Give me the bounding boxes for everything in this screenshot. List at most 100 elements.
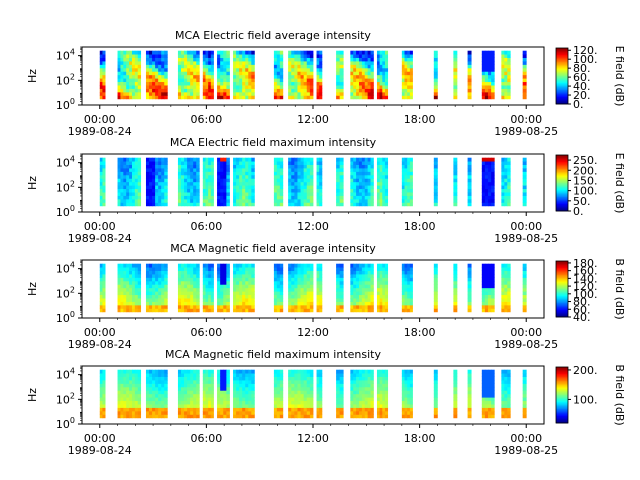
heatmap-cell [129, 407, 133, 412]
heatmap-cell [379, 404, 383, 408]
heatmap-cell [137, 171, 142, 176]
heatmap-cell [433, 277, 438, 282]
heatmap-cell [291, 54, 295, 58]
heatmap-cell [184, 390, 188, 395]
heatmap-cell [120, 181, 124, 186]
heatmap-cell [384, 95, 389, 100]
heatmap-cell [158, 397, 162, 402]
heatmap-cell [273, 74, 278, 79]
heatmap-cell [276, 390, 281, 395]
heatmap-cell [202, 373, 206, 377]
heatmap-cell [382, 270, 386, 275]
heatmap-cell [404, 410, 408, 415]
heatmap-cell [407, 280, 411, 285]
data-segment [401, 369, 413, 419]
heatmap-cell [248, 291, 252, 296]
heatmap-cell [155, 400, 159, 405]
heatmap-cell [152, 274, 156, 278]
colorbar-swatch [556, 275, 568, 277]
heatmap-cell [208, 400, 212, 405]
heatmap-cell [297, 78, 301, 83]
heatmap-cell [488, 274, 492, 278]
heatmap-cell [297, 95, 301, 100]
heatmap-cell [376, 50, 381, 55]
heatmap-cell [504, 85, 508, 89]
heatmap-cell [433, 373, 438, 377]
heatmap-cell [288, 67, 292, 72]
heatmap-cell [364, 88, 369, 93]
heatmap-cell [210, 198, 214, 203]
heatmap-cell [210, 171, 214, 176]
heatmap-cell [276, 308, 281, 313]
heatmap-cell [303, 188, 308, 193]
heatmap-cell [102, 174, 106, 179]
heatmap-cell [306, 277, 311, 282]
heatmap-cell [223, 267, 227, 271]
heatmap-cell [149, 57, 153, 62]
heatmap-cell [303, 404, 308, 408]
heatmap-cell [217, 376, 221, 381]
heatmap-cell [379, 61, 383, 65]
heatmap-cell [233, 74, 237, 79]
heatmap-cell [297, 400, 301, 405]
heatmap-cell [123, 67, 127, 72]
heatmap-cell [99, 174, 103, 179]
heatmap-cell [367, 369, 371, 374]
heatmap-cell [102, 171, 106, 176]
heatmap-cell [117, 178, 121, 183]
heatmap-cell [481, 61, 486, 65]
heatmap-cell [161, 181, 165, 186]
heatmap-cell [294, 390, 298, 395]
heatmap-cell [123, 373, 127, 377]
heatmap-cell [193, 88, 197, 93]
data-segment [522, 263, 527, 313]
heatmap-cell [306, 88, 311, 93]
heatmap-cell [226, 304, 230, 309]
heatmap-cell [226, 400, 230, 405]
colorbar-swatch [556, 265, 568, 267]
heatmap-cell [273, 410, 278, 415]
heatmap-cell [339, 91, 344, 96]
heatmap-cell [242, 188, 246, 193]
heatmap-cell [117, 277, 121, 282]
heatmap-cell [155, 397, 159, 402]
heatmap-cell [196, 188, 200, 193]
heatmap-cell [164, 74, 168, 79]
heatmap-cell [137, 291, 142, 296]
heatmap-cell [196, 202, 200, 207]
heatmap-cell [401, 263, 405, 268]
heatmap-cell [193, 267, 197, 271]
heatmap-cell [364, 71, 369, 76]
heatmap-cell [158, 188, 162, 193]
heatmap-cell [379, 304, 383, 309]
heatmap-cell [184, 161, 188, 165]
heatmap-cell [273, 284, 278, 289]
heatmap-cell [152, 267, 156, 271]
heatmap-cell [131, 400, 136, 405]
heatmap-cell [376, 263, 381, 268]
heatmap-cell [217, 178, 221, 183]
heatmap-cell [202, 157, 206, 162]
heatmap-cell [294, 192, 298, 196]
colorbar-swatch [556, 199, 568, 202]
heatmap-cell [384, 280, 389, 285]
heatmap-cell [376, 57, 381, 62]
heatmap-cell [507, 54, 511, 58]
heatmap-cell [488, 168, 492, 172]
heatmap-cell [117, 304, 121, 309]
heatmap-cell [507, 410, 511, 415]
heatmap-cell [279, 85, 284, 89]
heatmap-cell [433, 202, 438, 207]
heatmap-cell [220, 74, 224, 79]
heatmap-cell [129, 373, 133, 377]
heatmap-cell [239, 386, 243, 391]
heatmap-cell [306, 161, 311, 165]
heatmap-cell [364, 81, 369, 86]
heatmap-cell [210, 95, 214, 100]
heatmap-cell [193, 57, 197, 62]
heatmap-cell [379, 263, 383, 268]
heatmap-cell [158, 267, 162, 271]
heatmap-cell [248, 198, 252, 203]
heatmap-cell [129, 291, 133, 296]
heatmap-cell [384, 274, 389, 278]
